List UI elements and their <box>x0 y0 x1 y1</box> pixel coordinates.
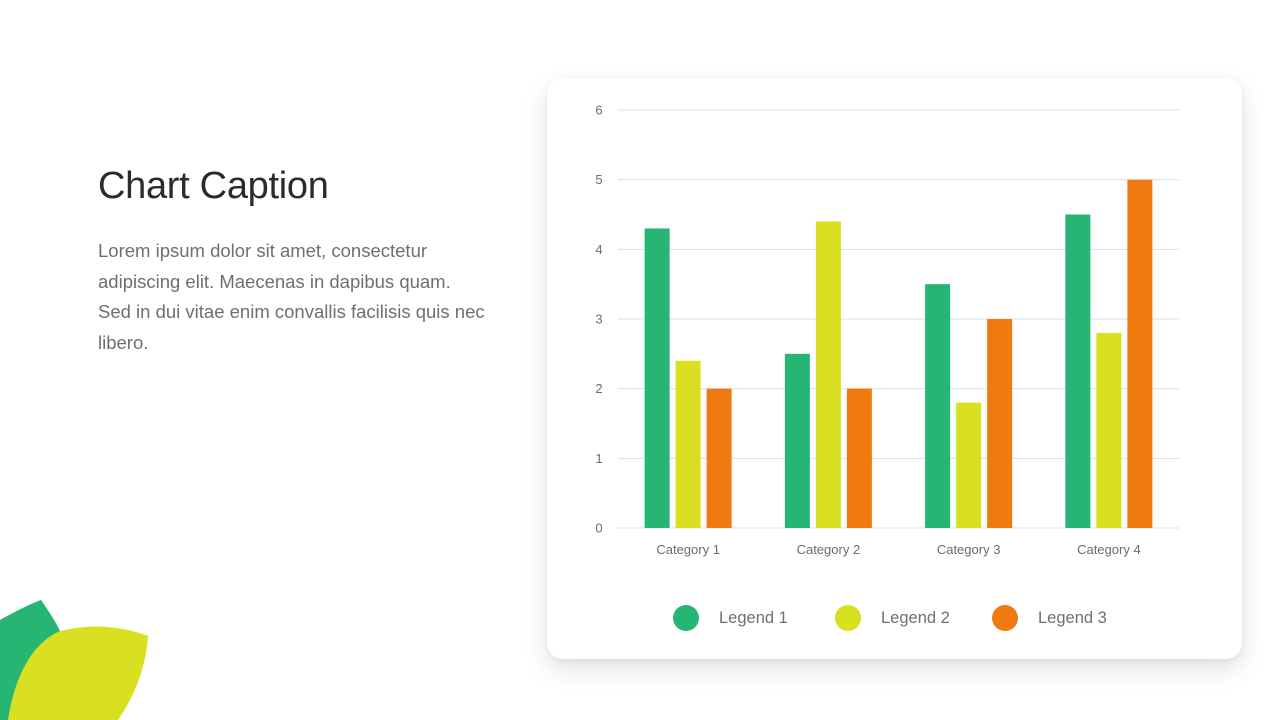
caption-block: Chart Caption Lorem ipsum dolor sit amet… <box>98 160 488 358</box>
bar-1-category-2 <box>784 353 810 528</box>
y-tick-label: 5 <box>595 172 602 187</box>
legend-item: Legend 2 <box>835 596 950 640</box>
bar-3-category-4 <box>1127 179 1153 528</box>
legend-item: Legend 1 <box>673 596 788 640</box>
bar-1-category-4 <box>1065 214 1091 528</box>
legend-item: Legend 3 <box>992 596 1107 640</box>
y-tick-label: 6 <box>595 103 602 118</box>
bar-2-category-3 <box>956 402 982 528</box>
y-tick-label: 1 <box>595 451 602 466</box>
x-tick-label: Category 2 <box>797 542 861 557</box>
y-tick-label: 3 <box>595 312 602 327</box>
chart-card: 0 1 2 3 4 5 6 Category 1 Category 2 Category 3 Cat… <box>547 78 1242 659</box>
leaf-decoration <box>0 600 148 720</box>
bar-2-category-4 <box>1096 332 1122 528</box>
bar-2-category-2 <box>815 221 841 528</box>
bar-1-category-3 <box>925 284 951 528</box>
bar-2-category-1 <box>675 360 701 528</box>
y-tick-label: 0 <box>595 521 602 536</box>
y-tick-label: 2 <box>595 381 602 396</box>
bar-3-category-1 <box>706 388 732 528</box>
bar-3-category-3 <box>987 319 1013 528</box>
chart-legend: Legend 1 Legend 2 Legend 3 <box>547 596 1242 640</box>
x-tick-label: Category 1 <box>656 542 720 557</box>
legend-label: Legend 1 <box>719 608 788 627</box>
legend-label: Legend 2 <box>881 608 950 627</box>
x-tick-label: Category 4 <box>1077 542 1141 557</box>
bar-3-category-2 <box>846 388 872 528</box>
chart-caption-title: Chart Caption <box>98 165 329 207</box>
legend-swatch <box>835 605 861 631</box>
legend-swatch <box>673 605 699 631</box>
bar-1-category-1 <box>644 228 670 528</box>
chart-caption-body: Lorem ipsum dolor sit amet, consectetur … <box>98 240 485 353</box>
legend-label: Legend 3 <box>1038 608 1107 627</box>
y-tick-label: 4 <box>595 242 602 257</box>
legend-swatch <box>992 605 1018 631</box>
bar-chart: 0 1 2 3 4 5 6 Category 1 Category 2 Category 3 Cat… <box>595 103 1179 557</box>
x-tick-label: Category 3 <box>937 542 1001 557</box>
yellow-leaf-shape <box>8 626 148 720</box>
